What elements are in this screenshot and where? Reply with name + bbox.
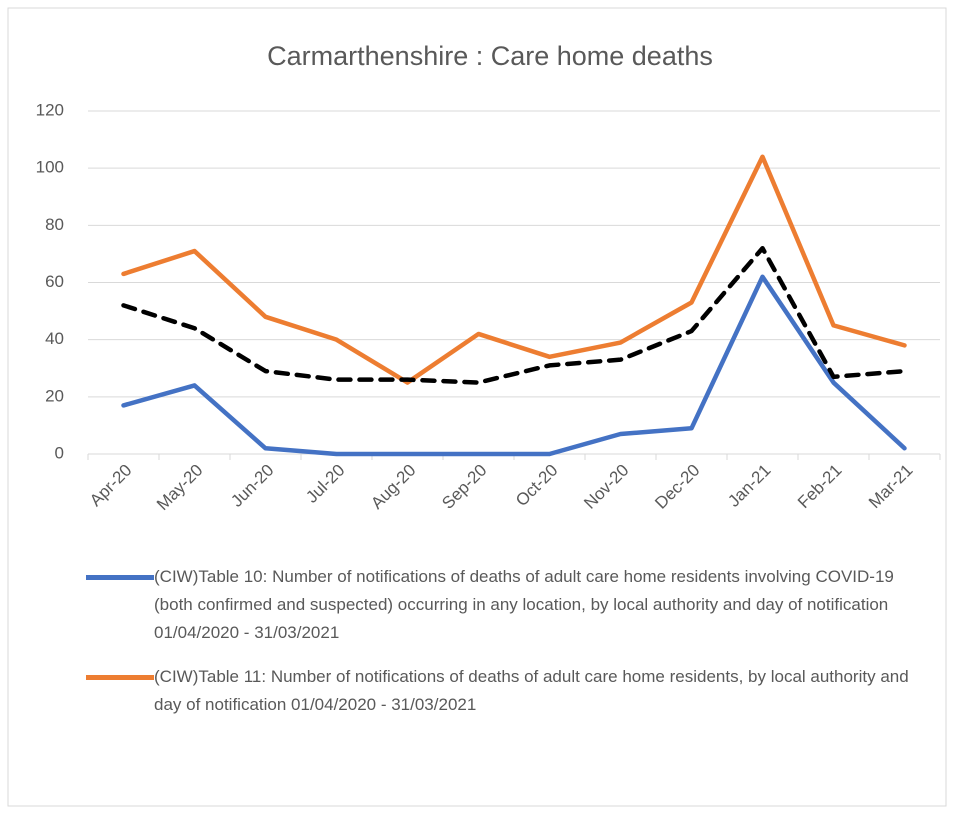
legend-entry: (CIW)Table 10: Number of notifications o… <box>86 563 926 647</box>
y-tick-label: 120 <box>36 100 64 119</box>
legend-swatch <box>86 675 154 680</box>
y-tick-label: 20 <box>45 386 64 405</box>
series-line <box>121 154 907 385</box>
series-line <box>121 274 907 457</box>
legend: (CIW)Table 10: Number of notifications o… <box>86 563 926 735</box>
y-tick-label: 80 <box>45 215 64 234</box>
y-tick-label: 40 <box>45 329 64 348</box>
y-tick-label: 60 <box>45 272 64 291</box>
y-tick-label: 100 <box>36 158 64 177</box>
legend-label: (CIW)Table 10: Number of notifications o… <box>154 567 894 642</box>
legend-label: (CIW)Table 11: Number of notifications o… <box>154 667 909 714</box>
legend-entry: (CIW)Table 11: Number of notifications o… <box>86 663 926 719</box>
chart-title: Carmarthenshire : Care home deaths <box>267 41 713 71</box>
chart-frame <box>7 7 947 807</box>
y-tick-label: 0 <box>55 443 64 462</box>
legend-swatch <box>86 575 154 580</box>
series-line <box>121 245 907 385</box>
